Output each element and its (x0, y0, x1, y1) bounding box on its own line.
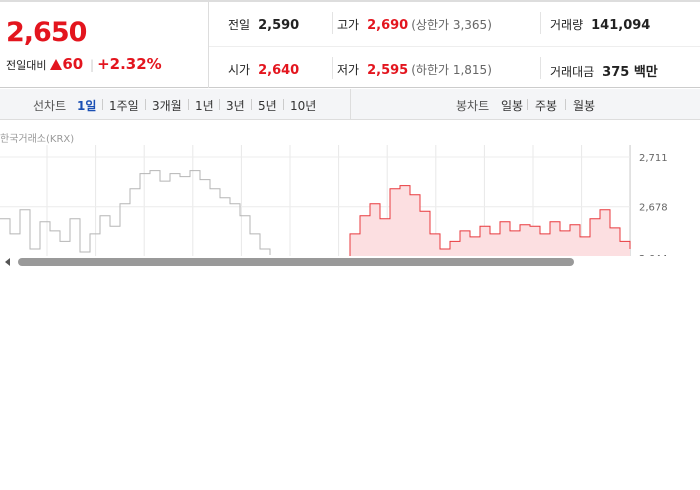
stat-label: 전일 (228, 18, 251, 32)
stat-value: 2,690 (367, 18, 409, 33)
stats-row: 시가 2,640 저가 2,595 (하한가 1,815) 거래대금 375 백만 (209, 46, 700, 90)
chart-tabs: 선차트 1일 1주일 3개월 1년 3년 5년 10년 봉차트 일봉 주봉 월봉 (0, 89, 700, 120)
source: 한국거래소(KRX) (0, 134, 75, 145)
price-line (0, 170, 271, 255)
period-tab[interactable]: 1년 (195, 99, 214, 113)
tab-separator (283, 99, 284, 110)
stat-label: 시가 (228, 63, 251, 77)
period-tab[interactable]: 3개월 (152, 99, 182, 113)
stat-label: 저가 (337, 63, 360, 77)
column-divider (332, 12, 333, 34)
candle-tab[interactable]: 월봉 (573, 99, 596, 113)
stats-row: 전일 2,590 고가 2,690 (상한가 3,365) 거래량 141,094 (209, 2, 700, 45)
y-tick-label: 2,711 (639, 153, 668, 164)
stat-value: 375 백만 (602, 65, 658, 80)
stat-label: 거래량 (550, 18, 584, 32)
stat-cell: 저가 2,595 (하한가 1,815) (337, 61, 492, 78)
tab-separator (188, 99, 189, 110)
stat-label: 거래대금 (550, 65, 595, 79)
y-tick-label: 2,678 (639, 203, 668, 214)
stat-cell: 전일 2,590 (228, 16, 299, 33)
plot: 2,711 2,678 2,644 (0, 145, 668, 265)
tab-separator (145, 99, 146, 110)
stat-cell: 거래량 141,094 (550, 16, 650, 33)
stat-cell: 거래대금 375 백만 (550, 61, 658, 80)
price: 2,650 (6, 17, 87, 48)
candle-tab[interactable]: 일봉 (501, 99, 524, 113)
tab-separator (102, 99, 103, 110)
change: 60 (62, 55, 84, 73)
column-divider (540, 57, 541, 79)
divider: | (90, 58, 95, 72)
column-divider (540, 12, 541, 34)
tab-separator (219, 99, 220, 110)
stat-value: 2,595 (367, 63, 409, 78)
change-rate: +2.32% (97, 55, 162, 73)
stat-cell: 시가 2,640 (228, 61, 299, 78)
chart: 2,711 2,678 2,644 (0, 145, 668, 265)
period-tab[interactable]: 5년 (258, 99, 277, 113)
stat-value: 141,094 (591, 18, 651, 33)
price-line (339, 185, 631, 256)
change-line: 전일대비 60 | +2.32% (6, 55, 162, 73)
column-divider (332, 57, 333, 79)
tab-separator (251, 99, 252, 110)
period-tab[interactable]: 1주일 (109, 99, 139, 113)
period-tab[interactable]: 3년 (226, 99, 245, 113)
tab-group-label: 선차트 (33, 99, 67, 113)
period-tab[interactable]: 10년 (290, 99, 317, 113)
up-arrow (50, 59, 63, 70)
scroll-thumb[interactable] (18, 258, 574, 266)
stat-note: (상한가 3,365) (411, 18, 492, 32)
tab-divider (350, 89, 351, 119)
price-box: 2,650 전일대비 60 | +2.32% (0, 2, 209, 88)
stat-value: 2,640 (258, 63, 300, 78)
candle-tab[interactable]: 주봉 (535, 99, 558, 113)
tab-group-label: 봉차트 (456, 99, 490, 113)
quote-header: 2,650 전일대비 60 | +2.32% 전일 2,590 고가 2,690 (상한가… (0, 0, 700, 88)
scrollbar[interactable] (0, 256, 700, 268)
stat-note: (하한가 1,815) (411, 63, 492, 77)
change-label: 전일대비 (6, 59, 47, 72)
stat-label: 고가 (337, 18, 360, 32)
area (350, 185, 630, 256)
tab-separator (565, 99, 566, 110)
stat-cell: 고가 2,690 (상한가 3,365) (337, 16, 492, 33)
period-tab[interactable]: 1일 (77, 99, 97, 113)
tab-separator (527, 99, 528, 110)
y-tick-label: 2,644 (639, 254, 668, 265)
stat-value: 2,590 (258, 18, 300, 33)
